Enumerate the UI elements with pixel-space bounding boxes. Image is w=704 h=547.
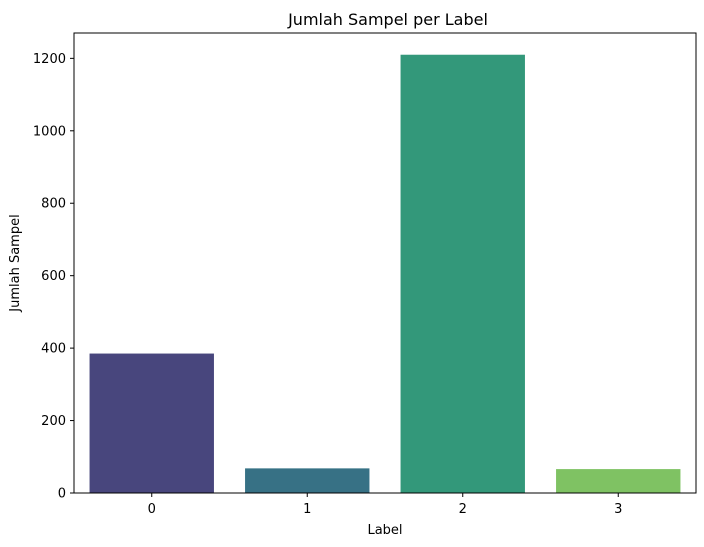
y-axis-label: Jumlah Sampel (8, 214, 23, 312)
y-tick-label-400: 400 (41, 342, 66, 357)
x-tick-label-2: 2 (459, 502, 467, 517)
y-axis-ticks: 0 200 400 600 800 1000 1200 (33, 52, 74, 502)
bar-2 (400, 54, 525, 493)
y-tick-label-1200: 1200 (33, 52, 66, 67)
y-tick-label-1000: 1000 (33, 124, 66, 139)
bars-group (89, 54, 681, 493)
x-tick-label-0: 0 (148, 502, 156, 517)
x-tick-label-1: 1 (303, 502, 311, 517)
bar-0 (89, 353, 214, 493)
plot-frame (73, 32, 697, 494)
y-tick-label-800: 800 (41, 197, 66, 212)
x-axis-label: Label (367, 523, 402, 538)
x-axis-ticks: 0 1 2 3 (148, 493, 622, 517)
y-tick-label-600: 600 (41, 269, 66, 284)
y-tick-label-0: 0 (58, 487, 66, 502)
bar-3 (556, 469, 681, 493)
x-tick-label-3: 3 (614, 502, 622, 517)
chart-title: Jumlah Sampel per Label (287, 10, 488, 29)
bar-1 (245, 468, 370, 493)
y-tick-label-200: 200 (41, 414, 66, 429)
